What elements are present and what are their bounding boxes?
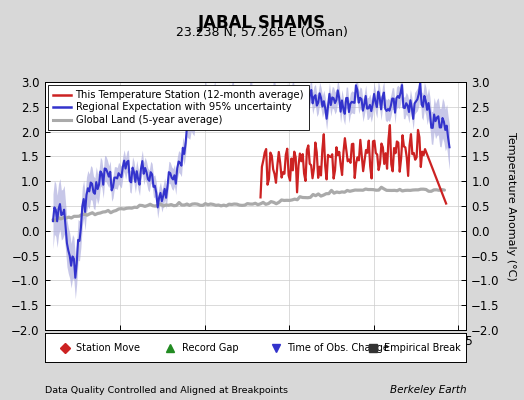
Text: Record Gap: Record Gap [182, 342, 238, 353]
Text: Empirical Break: Empirical Break [384, 342, 461, 353]
Text: Berkeley Earth: Berkeley Earth [390, 385, 466, 395]
Text: Data Quality Controlled and Aligned at Breakpoints: Data Quality Controlled and Aligned at B… [45, 386, 288, 395]
Text: Station Move: Station Move [76, 342, 140, 353]
Text: 23.238 N, 57.265 E (Oman): 23.238 N, 57.265 E (Oman) [176, 26, 348, 39]
Legend: This Temperature Station (12-month average), Regional Expectation with 95% uncer: This Temperature Station (12-month avera… [48, 85, 309, 130]
Text: JABAL SHAMS: JABAL SHAMS [198, 14, 326, 32]
Y-axis label: Temperature Anomaly (°C): Temperature Anomaly (°C) [506, 132, 516, 280]
Text: Time of Obs. Change: Time of Obs. Change [287, 342, 389, 353]
